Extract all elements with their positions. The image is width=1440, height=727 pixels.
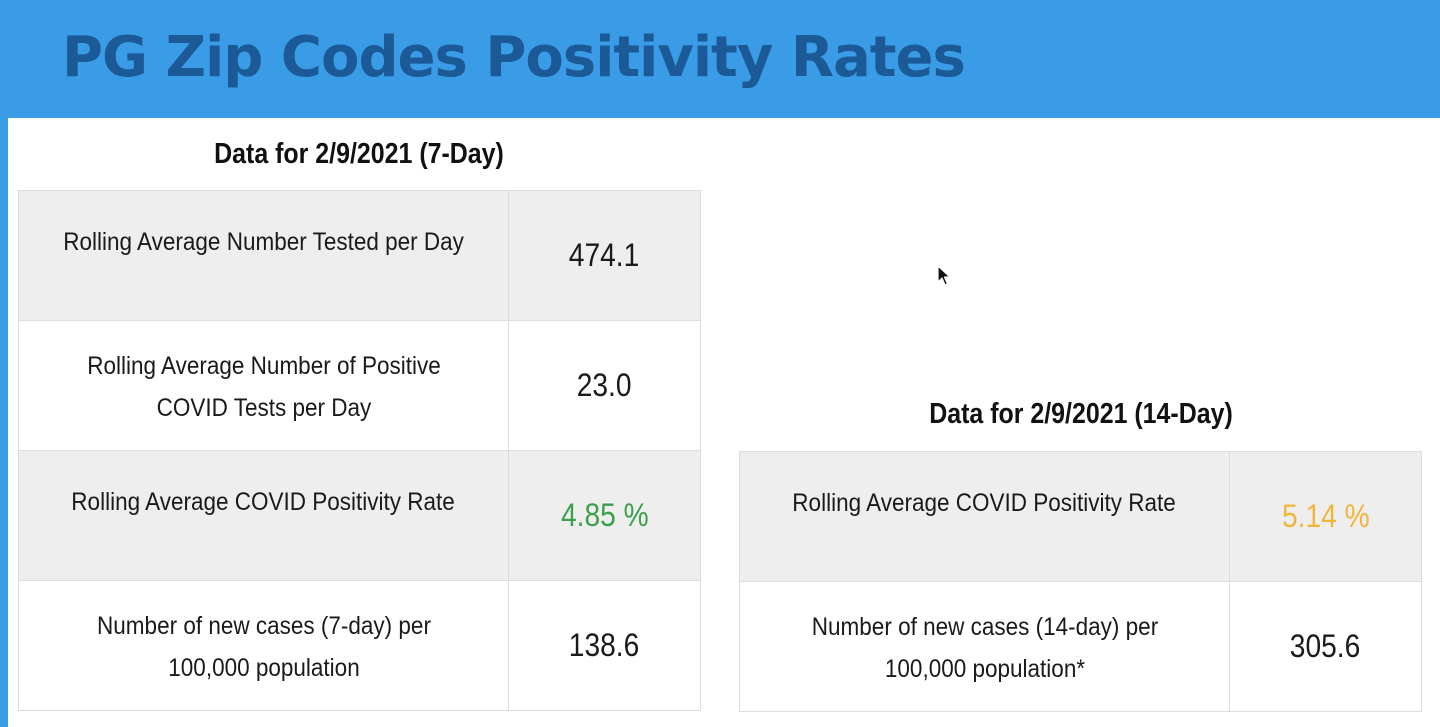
row-label: Number of new cases (14-day) per 100,000… xyxy=(739,581,1230,712)
table-row: Rolling Average COVID Positivity Rate 5.… xyxy=(739,451,1422,582)
seven-day-table: Rolling Average Number Tested per Day 47… xyxy=(18,190,701,711)
content-panel: Data for 2/9/2021 (7-Day) Rolling Averag… xyxy=(8,118,1440,727)
page-title: PG Zip Codes Positivity Rates xyxy=(62,25,966,90)
row-value: 138.6 xyxy=(508,580,701,711)
row-label: Number of new cases (7-day) per 100,000 … xyxy=(18,580,509,711)
fourteen-day-table: Rolling Average COVID Positivity Rate 5.… xyxy=(739,451,1422,712)
row-label: Rolling Average COVID Positivity Rate xyxy=(739,451,1230,582)
seven-day-heading: Data for 2/9/2021 (7-Day) xyxy=(214,138,504,170)
table-row: Rolling Average Number of Positive COVID… xyxy=(18,320,701,451)
table-row: Rolling Average COVID Positivity Rate 4.… xyxy=(18,450,701,581)
table-row: Number of new cases (7-day) per 100,000 … xyxy=(18,580,701,711)
row-value: 23.0 xyxy=(508,320,701,451)
mouse-pointer-icon xyxy=(937,265,951,286)
header-bar: PG Zip Codes Positivity Rates xyxy=(0,0,1440,118)
row-label: Rolling Average Number of Positive COVID… xyxy=(18,320,509,451)
row-label: Rolling Average Number Tested per Day xyxy=(18,190,509,321)
fourteen-day-heading: Data for 2/9/2021 (14-Day) xyxy=(929,398,1233,430)
row-value: 305.6 xyxy=(1229,581,1422,712)
table-row: Rolling Average Number Tested per Day 47… xyxy=(18,190,701,321)
positivity-rate-value: 5.14 % xyxy=(1229,451,1422,582)
table-row: Number of new cases (14-day) per 100,000… xyxy=(739,581,1422,712)
positivity-rate-value: 4.85 % xyxy=(508,450,701,581)
row-label: Rolling Average COVID Positivity Rate xyxy=(18,450,509,581)
row-value: 474.1 xyxy=(508,190,701,321)
